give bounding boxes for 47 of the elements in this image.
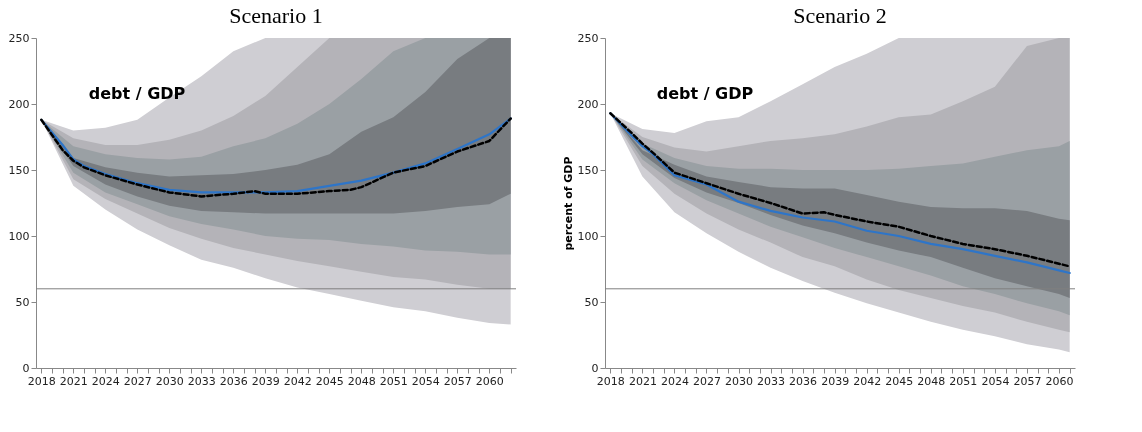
- x-tick-label: 2045: [885, 374, 914, 388]
- y-tick-label: 100: [8, 229, 30, 243]
- x-tick-label: 2048: [917, 374, 946, 388]
- x-tick-label: 2027: [123, 374, 152, 388]
- x-tick-label: 2042: [283, 374, 312, 388]
- annotation: debt / GDP: [88, 84, 186, 104]
- x-tick-label: 2039: [251, 374, 280, 388]
- x-tick-label: 2036: [789, 374, 818, 388]
- x-tick-label: 2060: [1045, 374, 1074, 388]
- x-tick-label: 2024: [91, 374, 120, 388]
- x-tick-label: 2060: [475, 374, 504, 388]
- y-tick-label: 0: [22, 361, 30, 375]
- y-tick-label: 150: [8, 163, 30, 177]
- y-tick-label: 150: [577, 163, 599, 177]
- y-tick-label: 50: [15, 295, 30, 309]
- x-tick-label: 2051: [949, 374, 978, 388]
- chart-title: Scenario 1: [229, 3, 323, 28]
- x-tick-label: 2042: [853, 374, 882, 388]
- y-tick-label: 250: [577, 31, 599, 45]
- x-tick-label: 2036: [219, 374, 248, 388]
- y-tick-label: 50: [584, 295, 599, 309]
- y-tick-label: 0: [591, 361, 599, 375]
- x-tick-label: 2027: [692, 374, 721, 388]
- y-tick-label: 100: [577, 229, 599, 243]
- x-tick-label: 2033: [757, 374, 786, 388]
- x-tick-label: 2021: [628, 374, 657, 388]
- x-tick-label: 2033: [187, 374, 216, 388]
- x-tick-label: 2054: [981, 374, 1010, 388]
- y-tick-label: 200: [577, 97, 599, 111]
- x-tick-label: 2018: [596, 374, 625, 388]
- x-tick-label: 2039: [821, 374, 850, 388]
- chart-title: Scenario 2: [793, 3, 887, 28]
- x-tick-label: 2054: [411, 374, 440, 388]
- y-tick-label: 250: [8, 31, 30, 45]
- x-tick-label: 2045: [315, 374, 344, 388]
- x-tick-label: 2024: [660, 374, 689, 388]
- y-tick-label: 200: [8, 97, 30, 111]
- x-tick-label: 2018: [27, 374, 56, 388]
- x-tick-label: 2057: [443, 374, 472, 388]
- x-tick-label: 2030: [725, 374, 754, 388]
- x-tick-label: 2057: [1013, 374, 1042, 388]
- x-tick-label: 2051: [379, 374, 408, 388]
- x-tick-label: 2048: [347, 374, 376, 388]
- y-axis-title: percent of GDP: [561, 156, 575, 251]
- annotation: debt / GDP: [656, 84, 754, 104]
- x-tick-label: 2030: [155, 374, 184, 388]
- x-tick-label: 2021: [59, 374, 88, 388]
